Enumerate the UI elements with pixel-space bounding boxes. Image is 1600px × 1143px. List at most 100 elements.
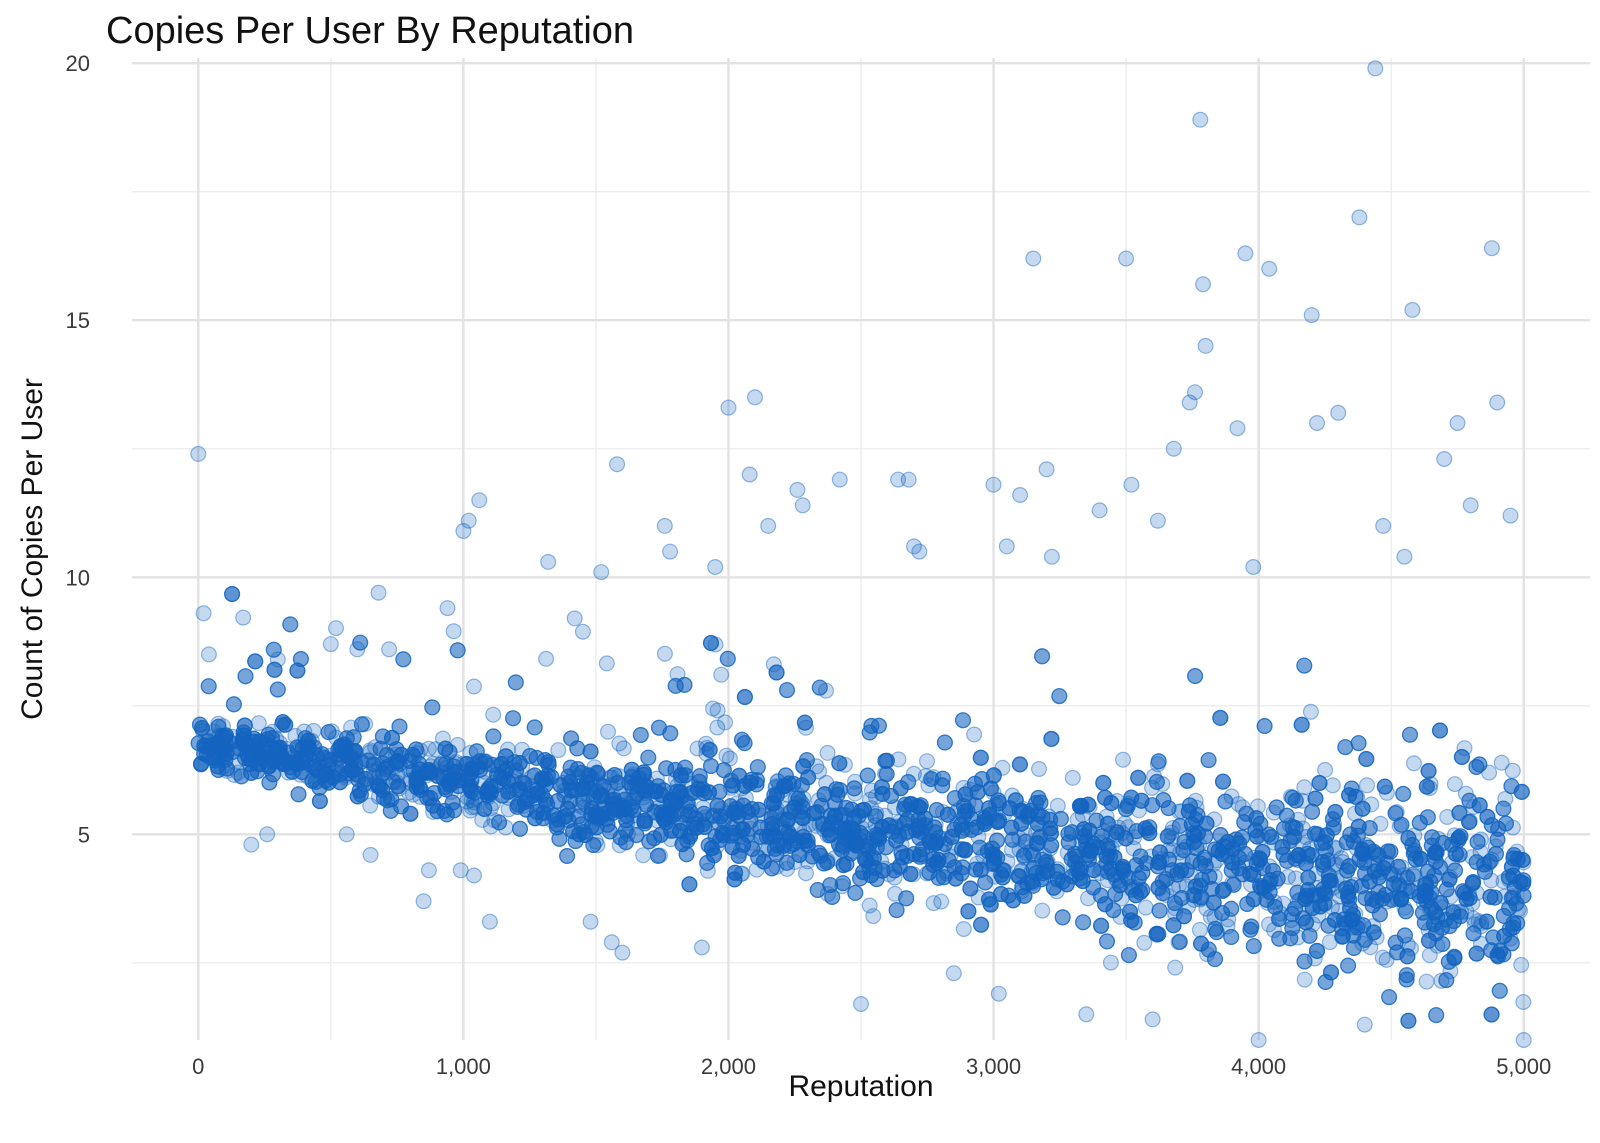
- data-point: [624, 766, 641, 783]
- data-point: [973, 916, 990, 933]
- data-point: [999, 853, 1016, 870]
- data-point: [1465, 798, 1482, 815]
- data-point: [1099, 872, 1116, 889]
- data-point: [1023, 873, 1040, 890]
- data-point: [699, 784, 716, 801]
- data-point: [1201, 868, 1218, 885]
- data-point: [1136, 934, 1153, 951]
- data-point: [1164, 819, 1181, 836]
- data-point: [1188, 799, 1205, 816]
- data-point: [328, 620, 345, 637]
- data-point: [604, 788, 621, 805]
- data-point: [1491, 982, 1508, 999]
- data-point: [663, 792, 680, 809]
- data-point: [1029, 815, 1046, 832]
- data-point: [507, 768, 524, 785]
- data-point: [1431, 722, 1448, 739]
- data-point: [981, 855, 998, 872]
- data-point: [734, 865, 751, 882]
- data-point: [1111, 877, 1128, 894]
- data-point: [898, 824, 915, 841]
- data-point: [870, 717, 887, 734]
- data-point: [1103, 840, 1120, 857]
- data-point: [1381, 989, 1398, 1006]
- data-point: [635, 847, 652, 864]
- data-point: [1206, 868, 1223, 885]
- data-point: [1362, 939, 1379, 956]
- data-point: [711, 816, 728, 833]
- data-point: [384, 729, 401, 746]
- data-point: [556, 786, 573, 803]
- data-point: [1141, 825, 1158, 842]
- data-point: [1059, 844, 1076, 861]
- data-point: [1505, 889, 1522, 906]
- data-point: [885, 819, 902, 836]
- data-point: [332, 774, 349, 791]
- data-point: [651, 847, 668, 864]
- data-point: [345, 750, 362, 767]
- data-point: [796, 714, 813, 731]
- data-point: [1308, 942, 1325, 959]
- data-point: [1180, 803, 1197, 820]
- data-point: [459, 789, 476, 806]
- data-point: [362, 744, 379, 761]
- data-point: [1015, 805, 1032, 822]
- data-point: [583, 773, 600, 790]
- data-point: [957, 803, 974, 820]
- chart-title: Copies Per User By Reputation: [106, 10, 635, 52]
- data-point: [769, 773, 786, 790]
- data-point: [942, 848, 959, 865]
- data-point: [559, 800, 576, 817]
- data-point: [769, 837, 786, 854]
- data-point: [1470, 913, 1487, 930]
- data-point: [865, 908, 882, 925]
- data-point: [988, 796, 1005, 813]
- data-point: [575, 799, 592, 816]
- data-point: [1346, 876, 1363, 893]
- data-point: [819, 744, 836, 761]
- data-point: [773, 782, 790, 799]
- data-point: [893, 836, 910, 853]
- data-point: [768, 858, 785, 875]
- data-point: [1478, 913, 1495, 930]
- data-point: [254, 734, 271, 751]
- data-point: [1039, 853, 1056, 870]
- data-point: [732, 842, 749, 859]
- data-point: [723, 779, 740, 796]
- data-point: [1160, 842, 1177, 859]
- data-point: [726, 871, 743, 888]
- data-point: [1404, 866, 1421, 883]
- data-point: [649, 794, 666, 811]
- data-point: [1183, 867, 1200, 884]
- data-point: [863, 782, 880, 799]
- data-point: [1490, 820, 1507, 837]
- data-point: [334, 755, 351, 772]
- data-point: [1432, 894, 1449, 911]
- data-point: [1069, 811, 1086, 828]
- data-point: [730, 847, 747, 864]
- data-point: [1284, 920, 1301, 937]
- data-point: [282, 616, 299, 633]
- data-point: [933, 893, 950, 910]
- data-point: [1308, 865, 1325, 882]
- data-point: [349, 788, 366, 805]
- data-point: [1372, 815, 1389, 832]
- data-point: [775, 840, 792, 857]
- data-point: [1296, 971, 1313, 988]
- data-point: [759, 818, 776, 835]
- data-point: [1074, 806, 1091, 823]
- data-point: [610, 768, 627, 785]
- data-point: [1256, 881, 1273, 898]
- data-point: [709, 702, 726, 719]
- data-point: [491, 814, 508, 831]
- data-point: [420, 764, 437, 781]
- data-point: [1103, 825, 1120, 842]
- data-point: [514, 741, 531, 758]
- data-point: [1405, 845, 1422, 862]
- data-point: [737, 789, 754, 806]
- data-point: [237, 668, 254, 685]
- data-point: [1024, 874, 1041, 891]
- data-point: [870, 828, 887, 845]
- data-point: [1400, 830, 1417, 847]
- data-point: [551, 830, 568, 847]
